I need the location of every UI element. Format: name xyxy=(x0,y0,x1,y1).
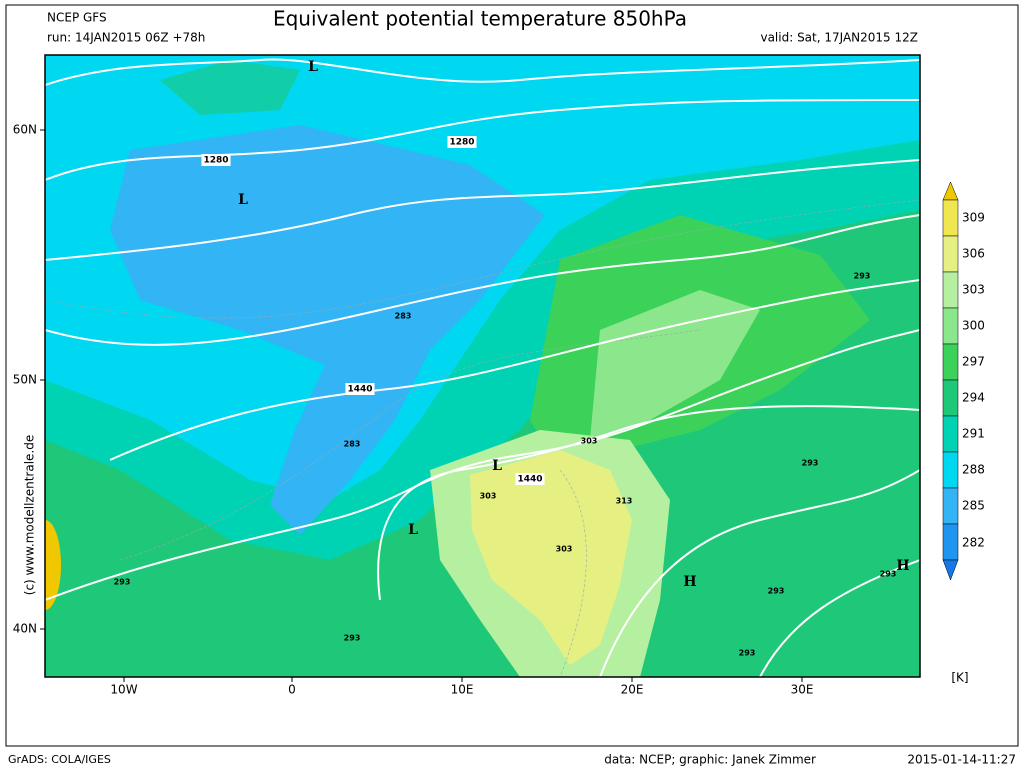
thin-contour xyxy=(45,199,920,319)
isoline xyxy=(45,329,920,601)
theta-label: 293 xyxy=(739,649,756,658)
theta-label: 293 xyxy=(768,587,785,596)
label-box xyxy=(345,383,375,395)
colorbar-label: 297 xyxy=(962,355,985,369)
map-title: Equivalent potential temperature 850hPa xyxy=(273,7,687,31)
lon-label: 20E xyxy=(621,683,644,697)
theta-label: 283 xyxy=(395,312,412,321)
colorbar-label: 306 xyxy=(962,247,985,261)
theta-label: 293 xyxy=(802,459,819,468)
credit: (c) www.modellzentrale.de xyxy=(23,435,37,595)
footer-software: GrADS: COLA/IGES xyxy=(8,753,111,766)
map-frame xyxy=(44,54,921,678)
colorbar-label: 288 xyxy=(962,463,985,477)
theta-label: 313 xyxy=(616,497,633,506)
lat-axis: 60N 50N 40N xyxy=(13,123,45,636)
map-area xyxy=(45,55,920,677)
low-marker: L xyxy=(238,192,248,208)
isoline xyxy=(45,159,920,261)
isoline xyxy=(377,405,920,601)
contour-labels: 1280 1280 1440 1440 283 283 293 293 293 … xyxy=(114,136,897,658)
lon-label: 10E xyxy=(451,683,474,697)
field-yellow xyxy=(470,450,632,665)
isoline xyxy=(45,99,920,181)
theta-label: 293 xyxy=(880,570,897,579)
theta-label: 283 xyxy=(344,440,361,449)
isoline xyxy=(759,559,920,677)
lon-label: 10W xyxy=(110,683,137,697)
lon-label: 30E xyxy=(791,683,814,697)
footer-timestamp: 2015-01-14-11:27 xyxy=(907,753,1016,767)
colorbar-band xyxy=(942,199,959,237)
label-box xyxy=(201,154,231,166)
field-north xyxy=(160,60,300,115)
field-blue xyxy=(110,125,545,535)
colorbar-label: 294 xyxy=(962,391,985,405)
thin-contour xyxy=(119,329,701,561)
isoline xyxy=(109,279,920,461)
label-box xyxy=(515,473,545,485)
lon-label: 0 xyxy=(288,683,296,697)
colorbar-band xyxy=(942,523,959,561)
page-frame xyxy=(5,4,1019,747)
high-marker: H xyxy=(683,574,696,590)
colorbar-band xyxy=(942,487,959,525)
lat-label: 60N xyxy=(13,123,37,137)
theta-label: 303 xyxy=(556,545,573,554)
colorbar-band xyxy=(942,271,959,309)
colorbar-band xyxy=(942,451,959,489)
footer-source: data: NCEP; graphic: Janek Zimmer xyxy=(604,753,816,767)
colorbar-band xyxy=(942,307,959,345)
low-marker: L xyxy=(492,458,502,474)
colorbar-unit: [K] xyxy=(951,671,968,685)
run-label: run: 14JAN2015 06Z +78h xyxy=(47,31,205,45)
theta-label: 293 xyxy=(344,634,361,643)
high-marker: H xyxy=(896,558,909,574)
theta-label: 293 xyxy=(854,272,871,281)
lon-axis: 10W 0 10E 20E 30E xyxy=(110,677,813,697)
low-marker: L xyxy=(308,59,318,75)
isobar-label: 1440 xyxy=(517,475,542,485)
theta-label: 293 xyxy=(114,578,131,587)
field-orange xyxy=(45,520,61,610)
field-light-green xyxy=(590,290,760,440)
theta-label: 303 xyxy=(480,492,497,501)
colorbar-label: 300 xyxy=(962,319,985,333)
colorbar-label: 285 xyxy=(962,499,985,513)
isoline xyxy=(45,58,920,86)
colorbar-band xyxy=(942,379,959,417)
low-marker: L xyxy=(408,522,418,538)
theta-label: 303 xyxy=(581,437,598,446)
pressure-centers: L L L L H H xyxy=(238,59,910,590)
valid-label: valid: Sat, 17JAN2015 12Z xyxy=(760,31,918,45)
colorbar-band xyxy=(942,343,959,381)
isoline xyxy=(45,214,920,346)
isobar-label: 1280 xyxy=(449,138,474,148)
thin-contour xyxy=(559,469,587,677)
colorbar-band xyxy=(942,235,959,273)
isobar-label: 1440 xyxy=(347,385,372,395)
label-box xyxy=(447,136,477,148)
colorbar-label: 282 xyxy=(962,536,985,550)
colorbar-label: 303 xyxy=(962,283,985,297)
isobar-label: 1280 xyxy=(203,156,228,166)
lat-label: 40N xyxy=(13,622,37,636)
model-label: NCEP GFS xyxy=(47,11,107,25)
colorbar-cap xyxy=(942,559,959,581)
colorbar-label: 309 xyxy=(962,211,985,225)
colorbar-label: 291 xyxy=(962,427,985,441)
colorbar-band xyxy=(942,415,959,453)
isoline xyxy=(599,469,920,677)
lat-label: 50N xyxy=(13,373,37,387)
colorbar: 309 306 303 300 297 294 291 288 285 282 … xyxy=(942,181,985,685)
